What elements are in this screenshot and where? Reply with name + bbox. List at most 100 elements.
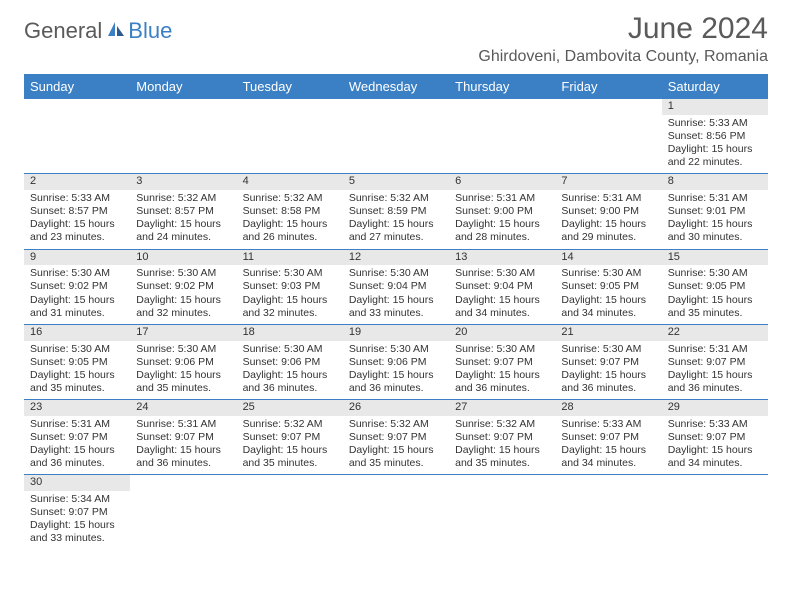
day-number: 6 — [449, 174, 555, 190]
sunrise-line: Sunrise: 5:31 AM — [668, 192, 762, 205]
sunset-line: Sunset: 9:07 PM — [668, 356, 762, 369]
calendar-day-cell: 27Sunrise: 5:32 AMSunset: 9:07 PMDayligh… — [449, 400, 555, 475]
day-content: Sunrise: 5:30 AMSunset: 9:04 PMDaylight:… — [449, 265, 555, 324]
sunset-line: Sunset: 9:07 PM — [561, 356, 655, 369]
calendar-day-cell: 4Sunrise: 5:32 AMSunset: 8:58 PMDaylight… — [237, 174, 343, 249]
calendar-day-cell: 24Sunrise: 5:31 AMSunset: 9:07 PMDayligh… — [130, 400, 236, 475]
calendar-day-cell: 9Sunrise: 5:30 AMSunset: 9:02 PMDaylight… — [24, 249, 130, 324]
sunset-line: Sunset: 9:04 PM — [455, 280, 549, 293]
weekday-header-row: SundayMondayTuesdayWednesdayThursdayFrid… — [24, 74, 768, 99]
calendar-day-cell — [343, 475, 449, 550]
calendar-day-cell: 17Sunrise: 5:30 AMSunset: 9:06 PMDayligh… — [130, 324, 236, 399]
sunset-line: Sunset: 9:03 PM — [243, 280, 337, 293]
day-number: 2 — [24, 174, 130, 190]
day-content: Sunrise: 5:30 AMSunset: 9:05 PMDaylight:… — [555, 265, 661, 324]
day-content: Sunrise: 5:30 AMSunset: 9:05 PMDaylight:… — [662, 265, 768, 324]
sunrise-line: Sunrise: 5:30 AM — [561, 267, 655, 280]
day-content: Sunrise: 5:31 AMSunset: 9:01 PMDaylight:… — [662, 190, 768, 249]
sunrise-line: Sunrise: 5:33 AM — [668, 418, 762, 431]
calendar-week-row: 9Sunrise: 5:30 AMSunset: 9:02 PMDaylight… — [24, 249, 768, 324]
sunrise-line: Sunrise: 5:32 AM — [243, 418, 337, 431]
calendar-day-cell: 15Sunrise: 5:30 AMSunset: 9:05 PMDayligh… — [662, 249, 768, 324]
daylight-line: Daylight: 15 hours and 35 minutes. — [455, 444, 549, 470]
calendar-week-row: 2 Sunrise: 5:33 AM Sunset: 8:57 PM Daylight… — [24, 174, 768, 249]
day-number: 18 — [237, 325, 343, 341]
sunrise-line: Sunrise: 5:33 AM — [30, 192, 124, 205]
day-content: Sunrise: 5:34 AMSunset: 9:07 PMDaylight:… — [24, 491, 130, 550]
logo-text-blue: Blue — [128, 18, 172, 44]
daylight-line: Daylight: 15 hours and 35 minutes. — [349, 444, 443, 470]
daylight-line: Daylight: 15 hours and 34 minutes. — [561, 294, 655, 320]
sunset-line: Sunset: 9:04 PM — [349, 280, 443, 293]
day-number: 3 — [130, 174, 236, 190]
weekday-header: Wednesday — [343, 74, 449, 99]
calendar-day-cell: 23Sunrise: 5:31 AMSunset: 9:07 PMDayligh… — [24, 400, 130, 475]
calendar-day-cell: 29Sunrise: 5:33 AMSunset: 9:07 PMDayligh… — [662, 400, 768, 475]
calendar-day-cell: 12Sunrise: 5:30 AMSunset: 9:04 PMDayligh… — [343, 249, 449, 324]
daylight-line: Daylight: 15 hours and 34 minutes. — [668, 444, 762, 470]
sunrise-line: Sunrise: 5:30 AM — [668, 267, 762, 280]
sunrise-line: Sunrise: 5:33 AM — [668, 117, 762, 130]
sunrise-line: Sunrise: 5:30 AM — [349, 343, 443, 356]
day-number: 8 — [662, 174, 768, 190]
calendar-day-cell — [130, 99, 236, 174]
daylight-line: Daylight: 15 hours and 35 minutes. — [136, 369, 230, 395]
day-content: Sunrise: 5:32 AMSunset: 9:07 PMDaylight:… — [343, 416, 449, 475]
day-number: 20 — [449, 325, 555, 341]
logo-text-general: General — [24, 18, 102, 44]
calendar-day-cell: 13Sunrise: 5:30 AMSunset: 9:04 PMDayligh… — [449, 249, 555, 324]
day-number: 13 — [449, 250, 555, 266]
day-number: 27 — [449, 400, 555, 416]
calendar-day-cell: 28Sunrise: 5:33 AMSunset: 9:07 PMDayligh… — [555, 400, 661, 475]
calendar-day-cell: 19Sunrise: 5:30 AMSunset: 9:06 PMDayligh… — [343, 324, 449, 399]
calendar-day-cell: 8Sunrise: 5:31 AMSunset: 9:01 PMDaylight… — [662, 174, 768, 249]
weekday-header: Thursday — [449, 74, 555, 99]
daylight-line: Daylight: 15 hours and 34 minutes. — [561, 444, 655, 470]
sunrise-line: Sunrise: 5:32 AM — [349, 418, 443, 431]
sunrise-line: Sunrise: 5:30 AM — [455, 343, 549, 356]
day-content: Sunrise: 5:32 AMSunset: 8:59 PMDaylight:… — [343, 190, 449, 249]
day-content: Sunrise: 5:32 AMSunset: 9:07 PMDaylight:… — [237, 416, 343, 475]
daylight-line: Daylight: 15 hours and 31 minutes. — [30, 294, 124, 320]
sunrise-line: Sunrise: 5:30 AM — [455, 267, 549, 280]
sunset-line: Sunset: 8:56 PM — [668, 130, 762, 143]
day-content: Sunrise: 5:31 AMSunset: 9:00 PMDaylight:… — [449, 190, 555, 249]
daylight-line: Daylight: 15 hours and 35 minutes. — [668, 294, 762, 320]
sunset-line: Sunset: 9:05 PM — [561, 280, 655, 293]
calendar-day-cell: 5Sunrise: 5:32 AMSunset: 8:59 PMDaylight… — [343, 174, 449, 249]
day-number: 9 — [24, 250, 130, 266]
sunrise-line: Sunrise: 5:32 AM — [455, 418, 549, 431]
sunrise-line: Sunrise: 5:32 AM — [136, 192, 230, 205]
day-content: Sunrise: 5:32 AMSunset: 8:57 PMDaylight:… — [130, 190, 236, 249]
sunset-line: Sunset: 9:07 PM — [668, 431, 762, 444]
sunset-line: Sunset: 8:57 PM — [136, 205, 230, 218]
day-number: 23 — [24, 400, 130, 416]
sunset-line: Sunset: 9:02 PM — [136, 280, 230, 293]
sunset-line: Sunset: 9:01 PM — [668, 205, 762, 218]
sunrise-line: Sunrise: 5:30 AM — [30, 267, 124, 280]
calendar-week-row: 23Sunrise: 5:31 AMSunset: 9:07 PMDayligh… — [24, 400, 768, 475]
day-content: Sunrise: 5:30 AMSunset: 9:06 PMDaylight:… — [130, 341, 236, 400]
sunset-line: Sunset: 9:02 PM — [30, 280, 124, 293]
day-number: 7 — [555, 174, 661, 190]
daylight-line: Daylight: 15 hours and 32 minutes. — [136, 294, 230, 320]
daylight-line: Daylight: 15 hours and 26 minutes. — [243, 218, 337, 244]
calendar-day-cell: 21Sunrise: 5:30 AMSunset: 9:07 PMDayligh… — [555, 324, 661, 399]
sunset-line: Sunset: 9:07 PM — [243, 431, 337, 444]
calendar-day-cell — [449, 475, 555, 550]
day-number: 14 — [555, 250, 661, 266]
calendar-day-cell: 18Sunrise: 5:30 AMSunset: 9:06 PMDayligh… — [237, 324, 343, 399]
sunrise-line: Sunrise: 5:30 AM — [30, 343, 124, 356]
sunset-line: Sunset: 9:06 PM — [243, 356, 337, 369]
sunset-line: Sunset: 9:06 PM — [136, 356, 230, 369]
sunrise-line: Sunrise: 5:30 AM — [136, 267, 230, 280]
day-number: 26 — [343, 400, 449, 416]
calendar-day-cell — [24, 99, 130, 174]
sunrise-line: Sunrise: 5:33 AM — [561, 418, 655, 431]
sunset-line: Sunset: 9:05 PM — [30, 356, 124, 369]
daylight-line: Daylight: 15 hours and 36 minutes. — [349, 369, 443, 395]
calendar-day-cell: 20Sunrise: 5:30 AMSunset: 9:07 PMDayligh… — [449, 324, 555, 399]
day-number: 5 — [343, 174, 449, 190]
sunset-line: Sunset: 8:59 PM — [349, 205, 443, 218]
sunrise-line: Sunrise: 5:30 AM — [243, 267, 337, 280]
